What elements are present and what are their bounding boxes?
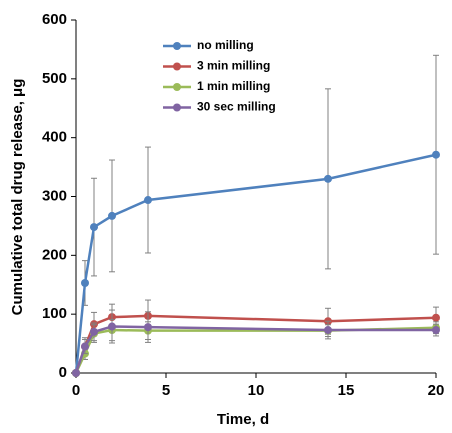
x-tick-label: 15: [338, 382, 355, 399]
point: [72, 369, 80, 377]
legend-marker: [173, 83, 181, 91]
legend-label: 30 sec milling: [197, 100, 276, 114]
point: [324, 174, 332, 183]
y-tick-label: 300: [42, 187, 67, 204]
y-tick-label: 600: [42, 11, 67, 28]
point: [108, 211, 116, 220]
point: [81, 342, 89, 351]
y-tick-label: 0: [59, 364, 67, 381]
point: [90, 223, 98, 232]
series-line: [74, 153, 437, 374]
point: [432, 326, 440, 335]
x-tick-label: 5: [162, 382, 170, 399]
series-line: [74, 314, 437, 374]
legend-marker: [173, 103, 181, 112]
point: [81, 278, 89, 287]
y-tick-label: 500: [42, 70, 67, 87]
point: [144, 196, 152, 205]
point: [90, 327, 98, 336]
point: [432, 313, 440, 322]
legend-label: no milling: [197, 38, 254, 52]
legend-label: 3 min milling: [197, 59, 270, 73]
x-tick-label: 20: [428, 382, 445, 399]
x-tick-label: 10: [248, 382, 265, 399]
legend-label: 1 min milling: [197, 79, 270, 93]
point: [144, 323, 152, 332]
legend: no milling 3 min milling 1 min milling 30 s…: [163, 38, 276, 114]
point: [432, 150, 440, 159]
point: [324, 326, 332, 335]
series-line: [74, 326, 437, 374]
point: [108, 322, 116, 331]
series-line: [74, 325, 436, 374]
y-tick-label: 200: [42, 246, 67, 263]
legend-marker: [173, 62, 181, 71]
y-axis-label: Cumulative total drug release, μg: [9, 79, 26, 316]
x-tick-label: 0: [72, 382, 80, 399]
x-axis-label: Time, d: [217, 411, 269, 428]
legend-marker: [173, 42, 181, 50]
y-tick-label: 400: [42, 129, 67, 146]
y-tick-label: 100: [42, 305, 67, 322]
